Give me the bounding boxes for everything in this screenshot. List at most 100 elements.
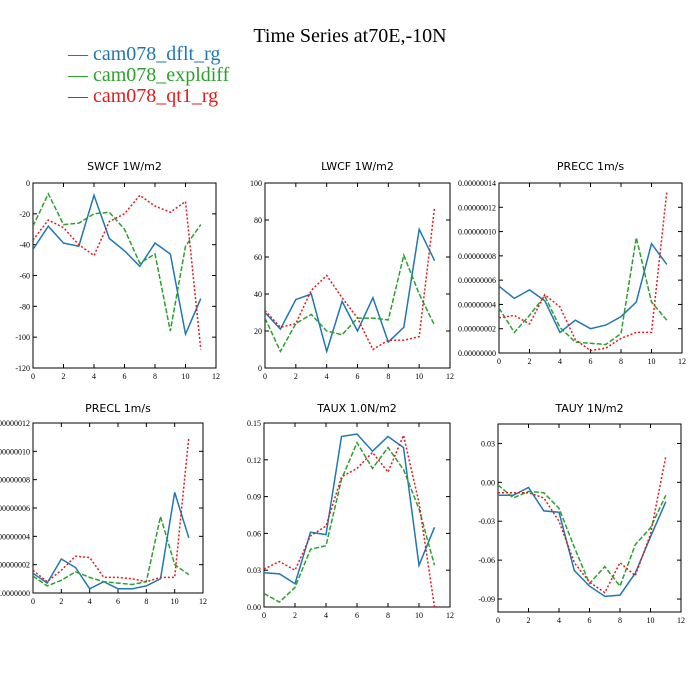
- x-tick-label: 4: [558, 357, 562, 366]
- legend-entry: — cam078_expldiff: [67, 64, 230, 86]
- y-tick-label: 0.00000004: [458, 300, 496, 309]
- x-tick-label: 8: [153, 372, 157, 381]
- figure-title: Time Series at70E,-10N: [253, 25, 446, 47]
- y-tick-label: 0.00000004: [0, 532, 30, 541]
- x-tick-label: 0: [496, 616, 500, 625]
- panel-title: SWCF 1W/m2: [87, 160, 162, 173]
- x-tick-label: 12: [199, 597, 207, 606]
- x-tick-label: 8: [386, 611, 390, 620]
- y-tick-label: 0.0000000: [0, 589, 30, 598]
- plot-frame: [32, 182, 217, 369]
- y-tick-label: 0.00000008: [0, 476, 30, 485]
- series-line: [33, 194, 202, 350]
- x-tick-label: 0: [263, 372, 267, 381]
- x-tick-label: 4: [92, 372, 96, 381]
- y-tick-label: -20: [19, 210, 30, 219]
- series-line: [265, 226, 436, 355]
- y-tick-label: 0.00000002: [458, 325, 496, 334]
- x-tick-label: 2: [528, 357, 532, 366]
- series-line: [498, 456, 667, 594]
- legend-marker: —: [67, 43, 93, 65]
- series-line: [33, 192, 202, 337]
- y-tick-label: 0.00000010: [458, 228, 496, 237]
- series-line: [499, 237, 668, 346]
- y-tick-label: 0.00000012: [458, 203, 496, 212]
- x-tick-label: 10: [415, 372, 423, 381]
- x-tick-label: 12: [446, 372, 454, 381]
- y-tick-label: 0.00000006: [0, 504, 30, 513]
- y-tick-label: 0.15: [247, 419, 261, 428]
- chart-panel: SWCF 1W/m2 0 2 4 6 8 10 12 0 -20 -40 -60 -80 -100 -120: [15, 160, 220, 381]
- legend-label: cam078_qt1_rg: [93, 85, 218, 107]
- legend: — cam078_dflt_rg — cam078_expldiff — cam…: [67, 43, 230, 107]
- y-tick-label: 0.00000002: [0, 561, 30, 570]
- panel-title: PRECL 1m/s: [85, 402, 151, 415]
- y-tick-label: 0.00000012: [0, 419, 30, 428]
- y-tick-label: 20: [254, 327, 262, 336]
- y-tick-label: -0.09: [478, 595, 495, 604]
- x-tick-label: 10: [171, 597, 179, 606]
- x-tick-label: 8: [618, 616, 622, 625]
- x-tick-label: 2: [62, 372, 66, 381]
- x-tick-label: 4: [557, 616, 561, 625]
- x-tick-label: 0: [497, 357, 501, 366]
- y-tick-label: 0: [26, 179, 30, 188]
- series-line: [498, 484, 667, 588]
- chart-panel: TAUX 1.0N/m2 0 2 4 6 8 10 12 0.00 0.03 0.06 0.09 0.1…: [247, 402, 454, 620]
- chart-panel: LWCF 1W/m2 0 2 4 6 8 10 12 0 20 40 60 80 100: [250, 160, 454, 381]
- x-tick-label: 4: [88, 597, 92, 606]
- series-line: [264, 433, 436, 585]
- legend-label: cam078_dflt_rg: [93, 43, 220, 65]
- y-tick-label: 0.00: [247, 603, 261, 612]
- panel-title: LWCF 1W/m2: [321, 160, 394, 173]
- series-line: [264, 440, 436, 604]
- x-tick-label: 10: [647, 616, 655, 625]
- y-tick-label: 0.00000008: [458, 252, 496, 261]
- x-tick-label: 4: [325, 372, 329, 381]
- y-tick-label: 100: [250, 179, 262, 188]
- x-tick-label: 0: [31, 372, 35, 381]
- x-tick-label: 6: [589, 357, 593, 366]
- x-tick-label: 4: [324, 611, 328, 620]
- panel-title: TAUY 1N/m2: [554, 402, 623, 415]
- y-tick-label: 0.00000000: [458, 349, 496, 358]
- x-tick-label: 2: [294, 372, 298, 381]
- chart-panel: PRECL 1m/s 0 2 4 6 8 10 12 0.0000000 0.00000002 0.…: [0, 402, 207, 606]
- y-tick-label: -100: [15, 333, 30, 342]
- x-tick-label: 2: [293, 611, 297, 620]
- series-line: [33, 437, 190, 583]
- series-line: [265, 207, 436, 351]
- x-tick-label: 6: [356, 372, 360, 381]
- y-tick-label: 80: [254, 216, 262, 225]
- x-tick-label: 8: [386, 372, 390, 381]
- x-tick-label: 6: [123, 372, 127, 381]
- series-line: [33, 492, 190, 590]
- x-tick-label: 8: [619, 357, 623, 366]
- legend-entry: — cam078_qt1_rg: [67, 85, 218, 107]
- x-tick-label: 12: [212, 372, 220, 381]
- y-tick-label: 40: [254, 290, 262, 299]
- y-tick-label: 0.00000006: [458, 276, 496, 285]
- y-tick-label: -120: [15, 364, 30, 373]
- x-tick-label: 12: [446, 611, 454, 620]
- x-tick-label: 6: [588, 616, 592, 625]
- y-tick-label: 0.09: [247, 493, 261, 502]
- plot-frame: [264, 182, 451, 369]
- y-tick-label: 0: [258, 364, 262, 373]
- y-tick-label: 0.06: [247, 529, 261, 538]
- y-tick-label: -40: [19, 241, 30, 250]
- x-tick-label: 6: [116, 597, 120, 606]
- series-line: [499, 241, 668, 334]
- legend-entry: — cam078_dflt_rg: [67, 43, 220, 65]
- y-tick-label: 60: [254, 253, 262, 262]
- plot-frame: [498, 182, 683, 354]
- x-tick-label: 2: [59, 597, 63, 606]
- y-tick-label: 0.00000010: [0, 447, 30, 456]
- chart-panel: TAUY 1N/m2 0 2 4 6 8 10 12 0.03 0.00 -0.03 -0.06 -0.…: [478, 402, 685, 625]
- x-tick-label: 2: [527, 616, 531, 625]
- x-tick-label: 10: [182, 372, 190, 381]
- x-tick-label: 6: [355, 611, 359, 620]
- y-tick-label: 0.00: [481, 478, 495, 487]
- y-tick-label: 0.12: [247, 456, 261, 465]
- x-tick-label: 12: [677, 616, 685, 625]
